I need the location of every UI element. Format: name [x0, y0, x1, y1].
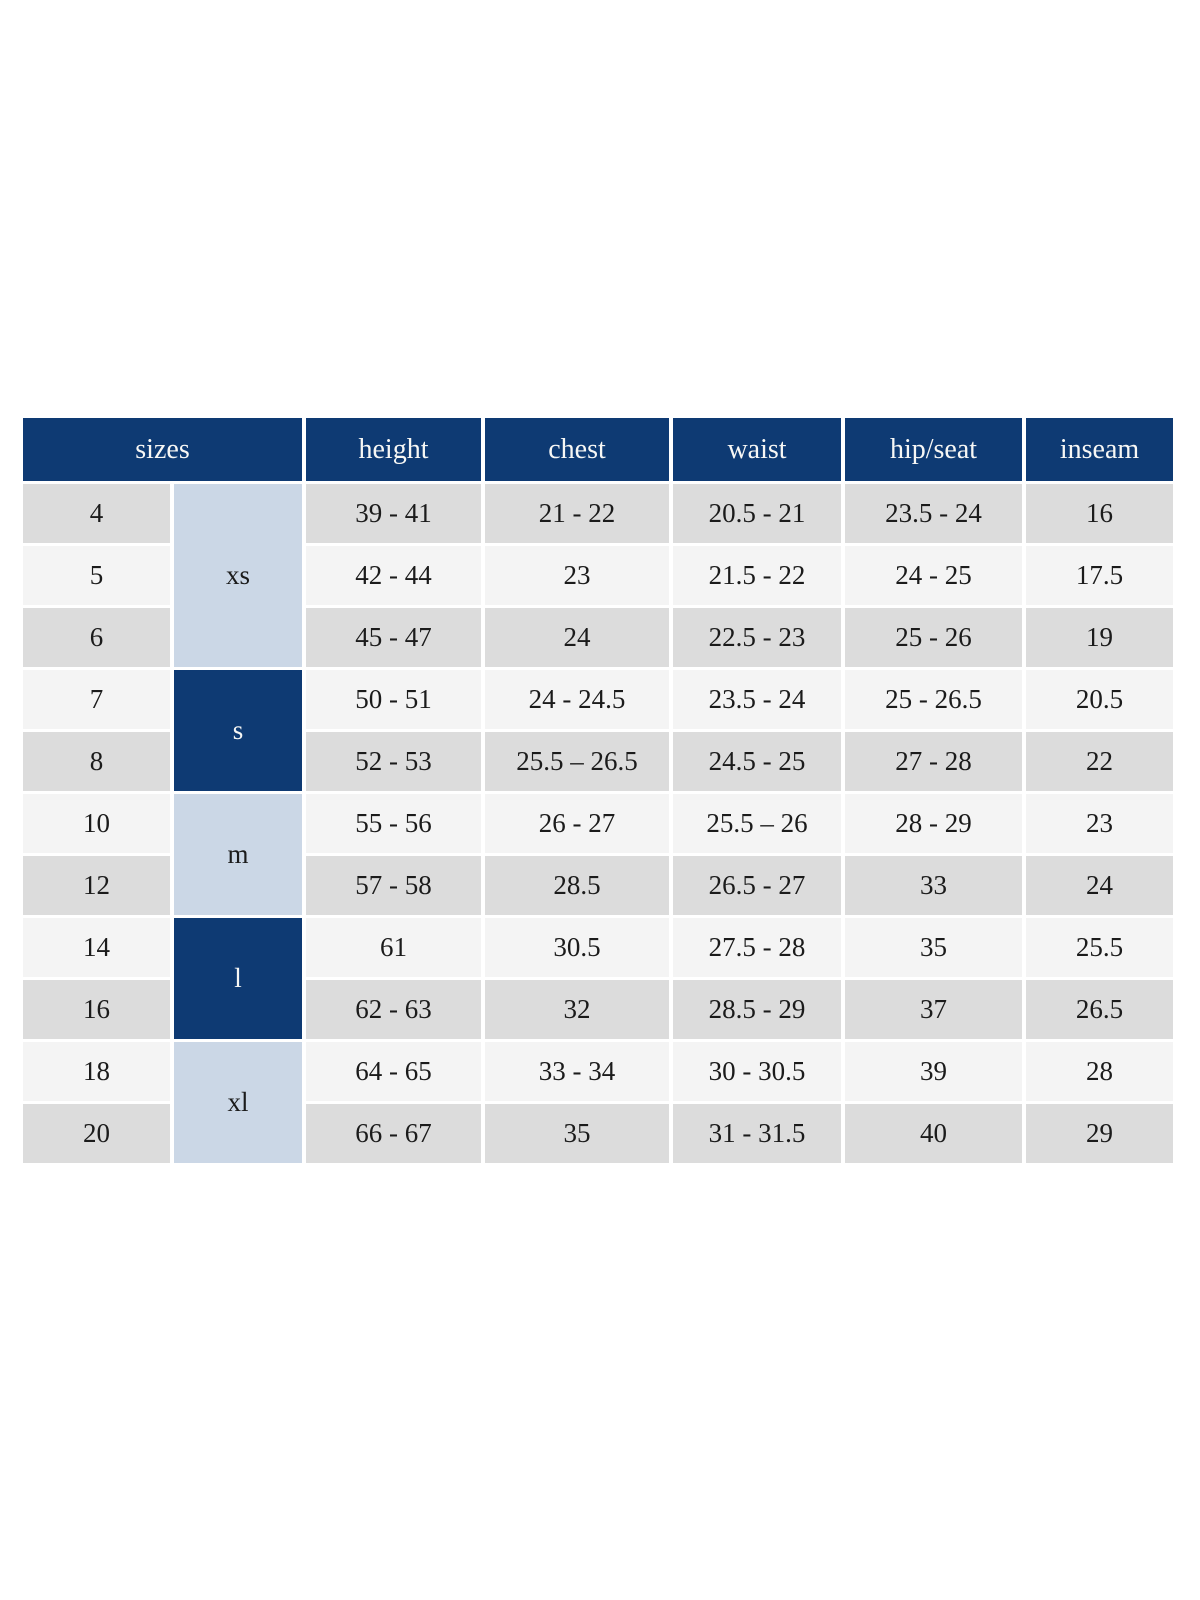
- hip-seat-value: 24 - 25: [845, 546, 1022, 605]
- header-height: height: [306, 418, 481, 481]
- size-group-xl: xl: [174, 1042, 302, 1163]
- inseam-value: 24: [1026, 856, 1173, 915]
- waist-value: 26.5 - 27: [673, 856, 841, 915]
- chest-value: 25.5 – 26.5: [485, 732, 669, 791]
- chest-value: 24: [485, 608, 669, 667]
- waist-value: 22.5 - 23: [673, 608, 841, 667]
- size-value: 10: [23, 794, 170, 853]
- chest-value: 26 - 27: [485, 794, 669, 853]
- height-value: 39 - 41: [306, 484, 481, 543]
- waist-value: 31 - 31.5: [673, 1104, 841, 1163]
- size-value: 8: [23, 732, 170, 791]
- size-group-l: l: [174, 918, 302, 1039]
- inseam-value: 16: [1026, 484, 1173, 543]
- hip-seat-value: 27 - 28: [845, 732, 1022, 791]
- header-waist: waist: [673, 418, 841, 481]
- chest-value: 23: [485, 546, 669, 605]
- size-row-5: 5 42 - 44 23 21.5 - 22 24 - 25 17.5: [23, 546, 1173, 605]
- hip-seat-value: 23.5 - 24: [845, 484, 1022, 543]
- size-value: 4: [23, 484, 170, 543]
- size-value: 7: [23, 670, 170, 729]
- height-value: 66 - 67: [306, 1104, 481, 1163]
- inseam-value: 17.5: [1026, 546, 1173, 605]
- chest-value: 32: [485, 980, 669, 1039]
- header-hip-seat: hip/seat: [845, 418, 1022, 481]
- inseam-value: 22: [1026, 732, 1173, 791]
- chest-value: 28.5: [485, 856, 669, 915]
- size-row-18: 18 xl 64 - 65 33 - 34 30 - 30.5 39 28: [23, 1042, 1173, 1163]
- waist-value: 28.5 - 29: [673, 980, 841, 1039]
- height-value: 62 - 63: [306, 980, 481, 1039]
- height-value: 52 - 53: [306, 732, 481, 791]
- size-row-14: 14 l 61 30.5 27.5 - 28 35 25.5: [23, 918, 1173, 1039]
- size-chart-table: sizes height chest waist hip/seat inseam…: [19, 415, 1177, 1166]
- size-row-12: 12 57 - 58 28.5 26.5 - 27 33 24: [23, 856, 1173, 915]
- hip-seat-value: 25 - 26: [845, 608, 1022, 667]
- size-row-16: 16 62 - 63 32 28.5 - 29 37 26.5: [23, 980, 1173, 1039]
- hip-seat-value: 33: [845, 856, 1022, 915]
- header-row: sizes height chest waist hip/seat inseam: [23, 418, 1173, 481]
- waist-value: 20.5 - 21: [673, 484, 841, 543]
- chest-value: 35: [485, 1104, 669, 1163]
- waist-value: 27.5 - 28: [673, 918, 841, 977]
- height-value: 55 - 56: [306, 794, 481, 853]
- waist-value: 30 - 30.5: [673, 1042, 841, 1101]
- header-sizes: sizes: [23, 418, 302, 481]
- size-group-m: m: [174, 794, 302, 915]
- size-value: 14: [23, 918, 170, 977]
- size-value: 16: [23, 980, 170, 1039]
- inseam-value: 26.5: [1026, 980, 1173, 1039]
- size-row-20: 20 66 - 67 35 31 - 31.5 40 29: [23, 1104, 1173, 1163]
- size-row-8: 8 52 - 53 25.5 – 26.5 24.5 - 25 27 - 28 22: [23, 732, 1173, 791]
- inseam-value: 23: [1026, 794, 1173, 853]
- inseam-value: 28: [1026, 1042, 1173, 1101]
- hip-seat-value: 28 - 29: [845, 794, 1022, 853]
- size-value: 18: [23, 1042, 170, 1101]
- chest-value: 30.5: [485, 918, 669, 977]
- size-group-xs: xs: [174, 484, 302, 667]
- height-value: 64 - 65: [306, 1042, 481, 1101]
- size-chart: sizes height chest waist hip/seat inseam…: [19, 415, 1177, 1166]
- height-value: 45 - 47: [306, 608, 481, 667]
- hip-seat-value: 25 - 26.5: [845, 670, 1022, 729]
- size-table-body: 4 xs 39 - 41 21 - 22 20.5 - 21 23.5 - 24 16 5 42…: [23, 484, 1173, 1163]
- chest-value: 21 - 22: [485, 484, 669, 543]
- size-row-7: 7 s 50 - 51 24 - 24.5 23.5 - 24 25 - 26.5 20.5: [23, 670, 1173, 791]
- hip-seat-value: 35: [845, 918, 1022, 977]
- size-value: 5: [23, 546, 170, 605]
- hip-seat-value: 37: [845, 980, 1022, 1039]
- waist-value: 24.5 - 25: [673, 732, 841, 791]
- inseam-value: 29: [1026, 1104, 1173, 1163]
- size-value: 6: [23, 608, 170, 667]
- size-row-6: 6 45 - 47 24 22.5 - 23 25 - 26 19: [23, 608, 1173, 667]
- size-value: 12: [23, 856, 170, 915]
- chest-value: 33 - 34: [485, 1042, 669, 1101]
- header-chest: chest: [485, 418, 669, 481]
- waist-value: 21.5 - 22: [673, 546, 841, 605]
- size-group-s: s: [174, 670, 302, 791]
- size-value: 20: [23, 1104, 170, 1163]
- height-value: 50 - 51: [306, 670, 481, 729]
- inseam-value: 20.5: [1026, 670, 1173, 729]
- inseam-value: 19: [1026, 608, 1173, 667]
- hip-seat-value: 40: [845, 1104, 1022, 1163]
- chest-value: 24 - 24.5: [485, 670, 669, 729]
- height-value: 57 - 58: [306, 856, 481, 915]
- waist-value: 25.5 – 26: [673, 794, 841, 853]
- inseam-value: 25.5: [1026, 918, 1173, 977]
- height-value: 61: [306, 918, 481, 977]
- header-inseam: inseam: [1026, 418, 1173, 481]
- waist-value: 23.5 - 24: [673, 670, 841, 729]
- hip-seat-value: 39: [845, 1042, 1022, 1101]
- height-value: 42 - 44: [306, 546, 481, 605]
- size-row-10: 10 m 55 - 56 26 - 27 25.5 – 26 28 - 29 23: [23, 794, 1173, 915]
- size-row-4: 4 xs 39 - 41 21 - 22 20.5 - 21 23.5 - 24 16: [23, 484, 1173, 667]
